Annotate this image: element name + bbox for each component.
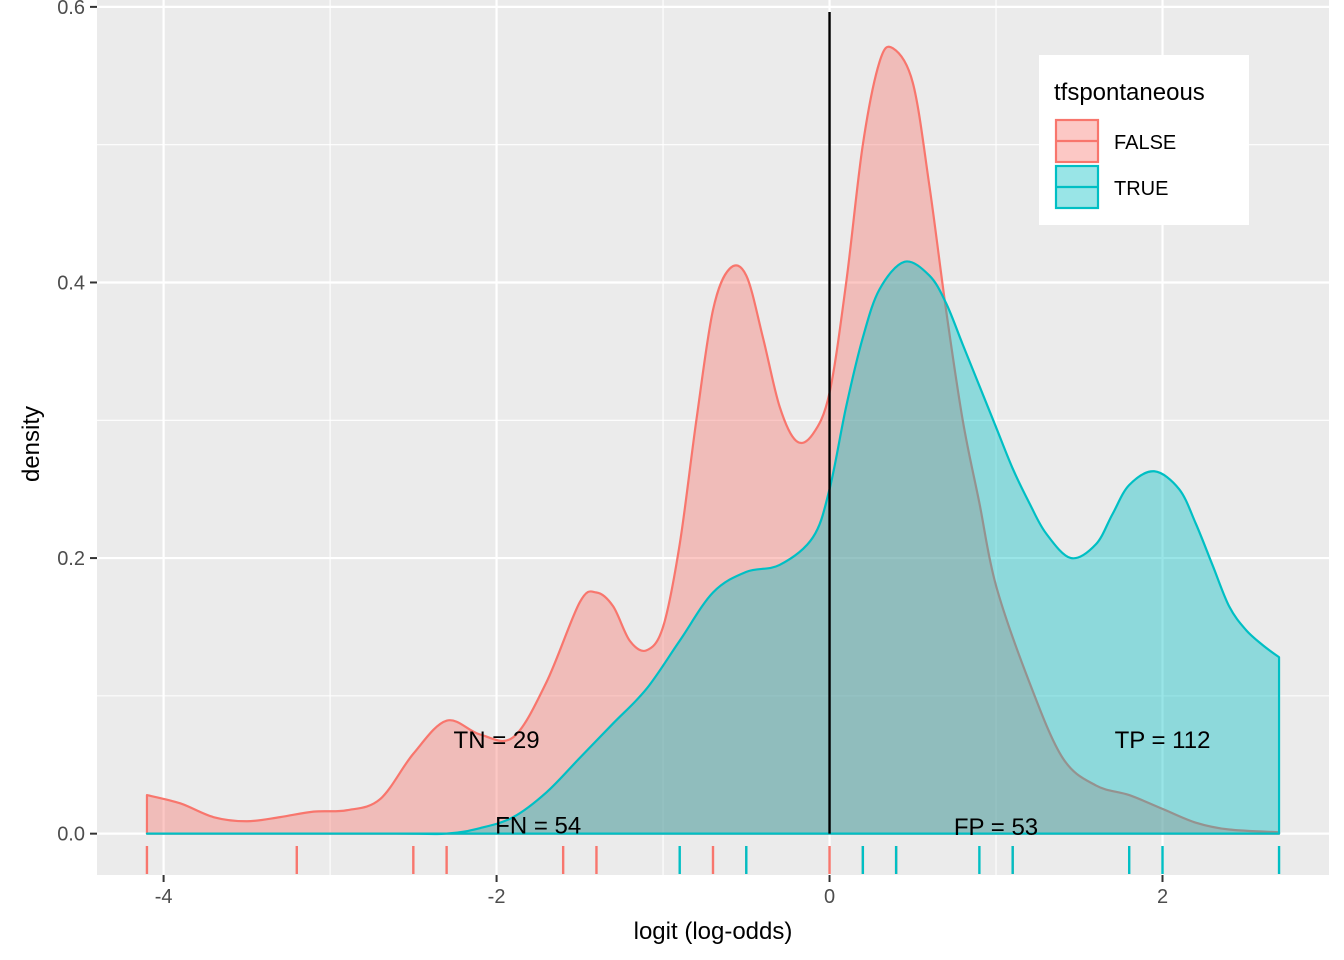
density-true-fill — [146, 261, 1280, 835]
legend-label-false: FALSE — [1114, 132, 1176, 154]
confusion-annotations: TN = 29 FN = 54 FP = 53 TP = 112 — [454, 727, 1211, 841]
y-axis-title: density — [18, 406, 45, 482]
rug-marks — [145, 846, 1281, 874]
density-false-outline — [145, 45, 1281, 835]
legend-title: tfspontaneous — [1054, 79, 1205, 106]
density-areas — [145, 45, 1281, 836]
y-tick-label: 0.6 — [57, 0, 85, 19]
density-true-outline — [145, 260, 1281, 836]
x-tick-label: -4 — [155, 886, 173, 908]
y-tick-label: 0.0 — [57, 824, 85, 846]
x-axis-title: logit (log-odds) — [634, 918, 793, 945]
y-tick-label: 0.2 — [57, 548, 85, 570]
annotation-label: FN = 54 — [495, 812, 581, 839]
annotation-label: FP = 53 — [954, 814, 1038, 841]
density-false-fill — [146, 46, 1280, 834]
annotation-label: TN = 29 — [454, 727, 540, 754]
annotation-label: TP = 112 — [1115, 727, 1211, 754]
x-tick-label: -2 — [488, 886, 506, 908]
x-tick-label: 0 — [824, 886, 835, 908]
legend-label-true: TRUE — [1114, 178, 1168, 200]
legend: tfspontaneous FALSE TRUE — [1039, 55, 1249, 225]
x-tick-label: 2 — [1157, 886, 1168, 908]
axes: -4 -2 0 2 0.0 0.2 0.4 0.6 — [57, 0, 1168, 908]
y-tick-label: 0.4 — [57, 272, 85, 294]
